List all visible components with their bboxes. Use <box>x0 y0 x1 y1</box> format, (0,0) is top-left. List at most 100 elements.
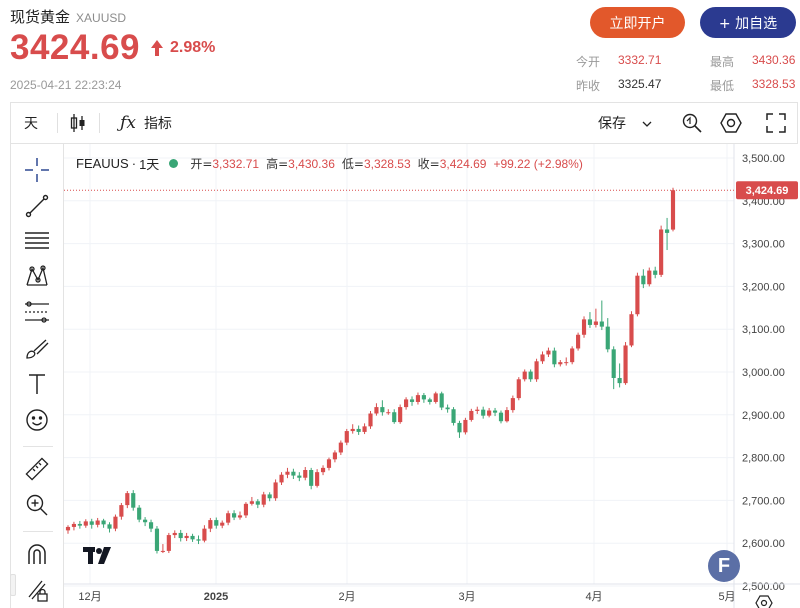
stat-low: 最低 3328.53 <box>710 77 795 94</box>
y-tick-label: 2,800.00 <box>742 453 785 465</box>
price-chart[interactable]: 3,500.00 3,400.00 3,300.00 3,200.00 3,100.00… <box>64 144 800 608</box>
candle-body <box>469 410 474 420</box>
candle-body <box>576 334 581 349</box>
candlestick-chart[interactable]: 3,500.003,400.003,300.003,200.003,100.00… <box>64 144 800 608</box>
crosshair-icon[interactable] <box>23 156 51 184</box>
candlestick-icon[interactable] <box>63 103 93 143</box>
lock-pencil-icon[interactable] <box>23 576 51 604</box>
indicators-label: 指标 <box>143 116 172 132</box>
candle-body <box>178 532 183 539</box>
y-tick-label: 3,500.00 <box>742 153 785 165</box>
candle-body <box>190 535 195 540</box>
indicators-button[interactable]: ƒx 指标 <box>111 103 181 143</box>
last-price: 3424.69 <box>10 28 141 67</box>
text-icon[interactable] <box>23 370 51 398</box>
legend-separator: · <box>131 156 137 171</box>
add-watchlist-button[interactable]: + 加自选 <box>700 7 796 38</box>
tradingview-logo[interactable] <box>82 542 116 568</box>
candle-body <box>143 519 148 523</box>
candle-body <box>664 229 670 233</box>
candle-body <box>510 398 515 411</box>
stat-low-value: 3328.53 <box>752 77 796 91</box>
candle-body <box>587 319 593 325</box>
brush-icon[interactable] <box>23 335 51 363</box>
stat-high-label: 最高 <box>710 55 735 69</box>
candle-body <box>291 471 296 476</box>
candle-body <box>125 493 130 506</box>
candle-body <box>356 428 361 432</box>
save-button[interactable]: 保存 <box>593 103 657 143</box>
pattern-icon[interactable] <box>23 262 51 290</box>
interval-button[interactable]: 天 <box>24 116 38 132</box>
candle-body <box>653 270 658 275</box>
ruler-icon[interactable] <box>23 455 51 483</box>
parallel-lines-icon[interactable] <box>23 227 51 255</box>
candle-body <box>445 407 450 410</box>
candle-body <box>398 407 403 423</box>
candle-body <box>172 532 177 536</box>
candle-body <box>137 507 142 520</box>
candle-body <box>421 395 426 400</box>
candle-body <box>226 513 231 523</box>
candle-body <box>119 505 124 517</box>
candle-body <box>599 321 604 327</box>
candle-body <box>635 275 640 315</box>
candle-body <box>303 470 308 478</box>
emoji-icon[interactable] <box>23 406 51 434</box>
candle-body <box>659 229 664 275</box>
trend-line-icon[interactable] <box>23 192 51 220</box>
candle-body <box>71 523 77 527</box>
y-tick-label: 3,300.00 <box>742 239 785 251</box>
settings-hexagon-icon[interactable] <box>715 103 747 143</box>
candle-body <box>392 412 397 423</box>
candle-body <box>415 395 421 402</box>
candle-body <box>623 345 628 384</box>
candle-body <box>148 522 154 529</box>
toolbar-divider <box>57 113 58 133</box>
candle-body <box>83 521 88 526</box>
magnet-icon[interactable] <box>23 540 51 568</box>
candle-body <box>617 377 622 384</box>
sidebar-collapse-handle[interactable] <box>10 574 16 596</box>
y-tick-label: 3,100.00 <box>742 324 785 336</box>
f-logo-icon[interactable]: F <box>708 550 740 582</box>
open-account-button[interactable]: 立即开户 <box>590 7 685 38</box>
candle-body <box>261 494 266 505</box>
zoom-icon[interactable] <box>23 491 51 519</box>
candle-body <box>481 409 486 416</box>
candle-body <box>457 422 462 433</box>
candle-body <box>409 399 415 402</box>
stat-prev-close: 昨收 3325.47 <box>576 77 661 94</box>
title-row: 现货黄金 XAUUSD <box>10 6 126 27</box>
candle-body <box>309 470 314 486</box>
candle-body <box>344 431 349 443</box>
axis-settings-icon[interactable] <box>755 595 773 608</box>
stat-low-label: 最低 <box>710 79 735 93</box>
candle-body <box>154 528 160 551</box>
legend-close-value: 3,424.69 <box>439 156 487 171</box>
stat-prev-label: 昨收 <box>576 79 601 93</box>
last-price-label: 3,424.69 <box>746 185 789 197</box>
fib-icon[interactable] <box>23 298 51 326</box>
candle-body <box>504 410 509 422</box>
save-label: 保存 <box>598 116 626 132</box>
candle-body <box>593 321 598 325</box>
stat-open-value: 3332.71 <box>618 53 662 67</box>
candle-body <box>255 501 260 505</box>
candle-body <box>451 409 456 423</box>
candle-body <box>581 319 587 335</box>
candle-body <box>184 535 189 539</box>
candle-body <box>232 513 237 518</box>
legend-open-label: 开= <box>190 157 213 171</box>
candle-body <box>487 410 492 416</box>
candle-body <box>386 412 391 414</box>
candle-body <box>534 361 539 380</box>
candle-body <box>492 410 498 413</box>
candle-body <box>475 409 480 411</box>
candle-body <box>196 539 201 541</box>
y-tick-label: 3,200.00 <box>742 281 785 293</box>
quick-search-icon[interactable] <box>677 103 707 143</box>
y-tick-label: 2,700.00 <box>742 495 785 507</box>
candle-body <box>558 362 563 365</box>
fullscreen-icon[interactable] <box>761 103 791 143</box>
